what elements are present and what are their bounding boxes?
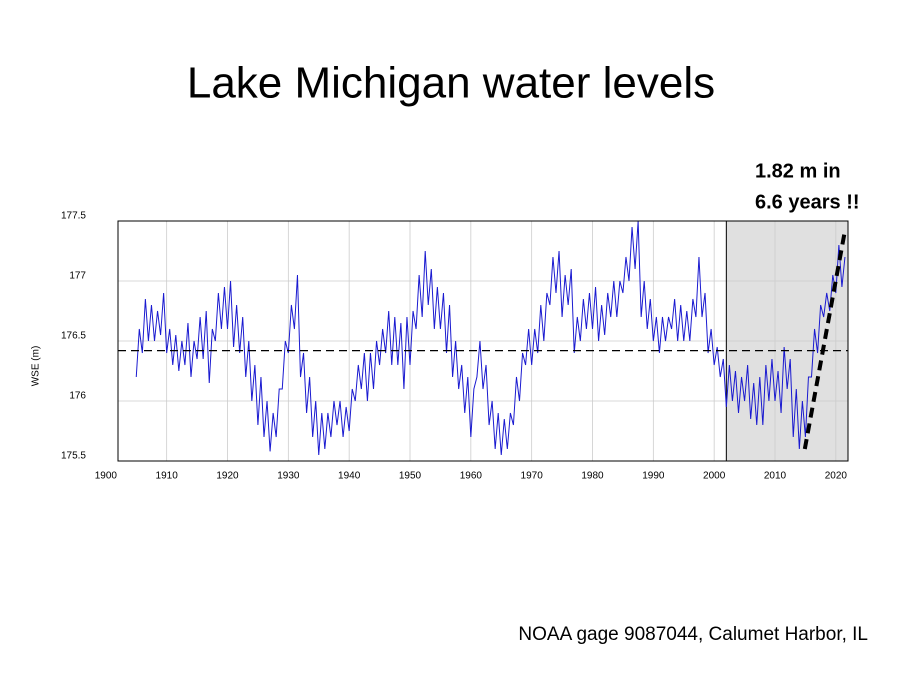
slide-title: Lake Michigan water levels <box>187 59 715 108</box>
y-tick-label: 176 <box>69 391 86 402</box>
y-tick-label: 176.5 <box>61 331 86 342</box>
x-tick-label: 1960 <box>460 471 483 482</box>
y-tick-label: 175.5 <box>61 451 86 462</box>
x-tick-label: 2000 <box>703 471 726 482</box>
trend-line <box>802 230 847 450</box>
x-tick-label: 1950 <box>399 471 422 482</box>
source-note: NOAA gage 9087044, Calumet Harbor, IL <box>518 624 868 645</box>
x-tick-label: 1910 <box>156 471 179 482</box>
annotation: 6.6 years !! <box>755 191 860 213</box>
x-tick-label: 1990 <box>642 471 665 482</box>
y-tick-label: 177.5 <box>61 211 86 222</box>
x-tick-label: 2020 <box>825 471 848 482</box>
x-tick-label: 1920 <box>216 471 239 482</box>
x-tick-label: 1970 <box>521 471 544 482</box>
annotation: 1.82 m in <box>755 160 841 182</box>
y-axis-label: WSE (m) <box>31 346 42 387</box>
x-tick-label: 1900 <box>95 471 118 482</box>
water-level-line <box>135 220 846 456</box>
y-tick-label: 177 <box>69 271 86 282</box>
x-tick-label: 1940 <box>338 471 361 482</box>
plot-frame <box>117 220 849 462</box>
x-tick-label: 2010 <box>764 471 787 482</box>
x-tick-label: 1980 <box>581 471 604 482</box>
x-tick-label: 1930 <box>277 471 300 482</box>
